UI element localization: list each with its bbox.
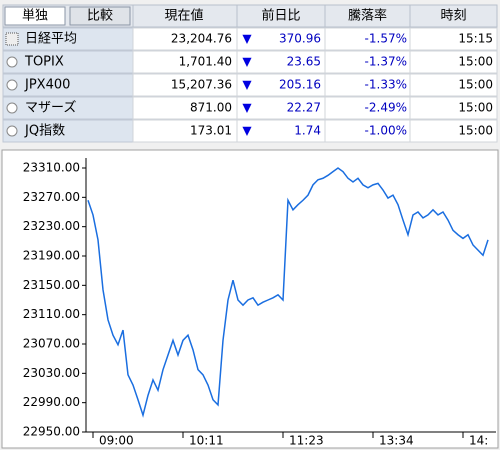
current-value: 871.00: [190, 101, 232, 115]
radio[interactable]: [6, 102, 18, 114]
current-value: 1,701.40: [179, 55, 232, 69]
y-tick-label: 23070.00: [23, 337, 80, 351]
y-tick-label: 23270.00: [23, 190, 80, 204]
x-tick-label: 13:34: [379, 434, 414, 448]
index-name[interactable]: JPX400: [24, 78, 70, 93]
radio[interactable]: [6, 79, 18, 91]
x-tick-label: 11:23: [289, 434, 324, 448]
time: 15:00: [458, 124, 493, 138]
change-arrow: ▼: [242, 101, 252, 115]
y-tick-label: 22950.00: [23, 425, 80, 439]
x-tick-label: 14:: [469, 434, 488, 448]
y-tick-label: 23110.00: [23, 307, 80, 321]
index-name[interactable]: JQ指数: [24, 124, 65, 139]
change-arrow: ▼: [242, 32, 252, 46]
time: 15:00: [458, 101, 493, 115]
tab-label[interactable]: 比較: [87, 9, 113, 24]
column-header: 前日比: [261, 8, 300, 24]
radio[interactable]: [6, 56, 18, 68]
time: 15:15: [458, 32, 493, 46]
change-rate: -1.57%: [365, 32, 407, 46]
change-value: 370.96: [279, 32, 321, 46]
x-tick-label: 09:00: [99, 434, 134, 448]
index-name[interactable]: マザーズ: [25, 100, 76, 116]
current-value: 23,204.76: [171, 32, 232, 46]
change-arrow: ▼: [242, 55, 252, 69]
change-arrow: ▼: [242, 124, 252, 138]
time: 15:00: [458, 55, 493, 69]
y-tick-label: 23310.00: [23, 161, 80, 175]
index-name[interactable]: 日経平均: [25, 32, 77, 47]
tab[interactable]: [69, 6, 131, 26]
row-name-bg[interactable]: [2, 119, 134, 143]
column-header: 時刻: [440, 9, 466, 24]
change-value: 22.27: [287, 101, 321, 115]
radio[interactable]: [6, 125, 18, 137]
tab[interactable]: [4, 6, 66, 26]
y-tick-label: 23150.00: [23, 278, 80, 292]
y-tick-label: 23190.00: [23, 249, 80, 263]
column-header: 現在値: [164, 8, 203, 24]
index-name[interactable]: TOPIX: [24, 55, 64, 70]
tab-label[interactable]: 単独: [22, 8, 48, 24]
current-value: 15,207.36: [171, 78, 232, 92]
radio-selected[interactable]: [5, 32, 19, 46]
change-rate: -1.37%: [365, 55, 407, 69]
column-header: 騰落率: [348, 8, 387, 24]
row-name-bg[interactable]: [2, 50, 134, 74]
change-value: 1.74: [294, 124, 321, 138]
y-tick-label: 22990.00: [23, 395, 80, 409]
x-tick-label: 10:11: [189, 434, 224, 448]
y-tick-label: 23030.00: [23, 366, 80, 380]
change-value: 23.65: [287, 55, 321, 69]
price-line: [87, 167, 489, 418]
current-value: 173.01: [190, 124, 232, 138]
change-arrow: ▼: [242, 78, 252, 92]
change-rate: -2.49%: [365, 101, 407, 115]
change-rate: -1.00%: [365, 124, 407, 138]
y-tick-label: 23230.00: [23, 219, 80, 233]
change-rate: -1.33%: [365, 78, 407, 92]
change-value: 205.16: [279, 78, 321, 92]
time: 15:00: [458, 78, 493, 92]
